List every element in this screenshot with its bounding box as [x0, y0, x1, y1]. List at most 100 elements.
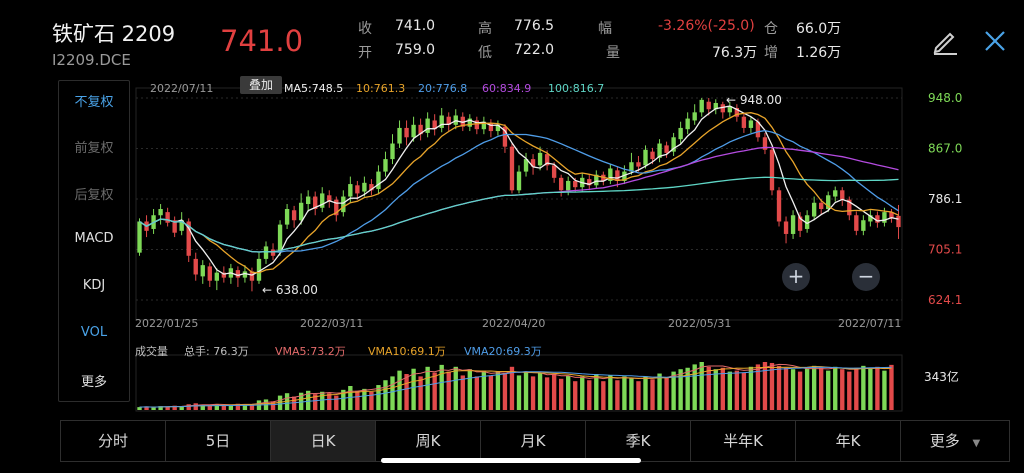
- candle-body: [783, 221, 789, 234]
- volume-bar: [390, 376, 395, 410]
- candle-body: [594, 174, 599, 186]
- candle-body: [313, 196, 318, 210]
- volume-bar: [179, 406, 184, 410]
- close-label: 收: [358, 21, 372, 37]
- volume-bar: [629, 378, 634, 410]
- volume-bar: [699, 362, 704, 410]
- date-tick-label: 2022/07/11: [838, 317, 901, 330]
- tab-daily-k[interactable]: 日K: [271, 421, 376, 461]
- volume-bar: [720, 367, 725, 410]
- tab-more[interactable]: 更多 ▼: [901, 421, 1009, 461]
- side-item-more[interactable]: 更多: [80, 375, 107, 390]
- candle-body: [889, 212, 894, 219]
- tab-yearly-k[interactable]: 年K: [796, 421, 901, 461]
- ma10-label: 10:761.3: [356, 82, 406, 95]
- volume-axis-max: 343亿: [924, 370, 959, 384]
- volume-bar: [840, 369, 845, 410]
- ma60-label: 60:834.9: [482, 82, 532, 95]
- candle-body: [622, 171, 627, 181]
- candle-body: [298, 202, 304, 221]
- side-item-vol[interactable]: VOL: [80, 325, 108, 340]
- zoom-out-button[interactable]: −: [852, 263, 880, 291]
- candle-body: [819, 202, 824, 210]
- side-item-backward-adjust[interactable]: 后复权: [74, 188, 114, 203]
- candle-body: [214, 272, 219, 281]
- candle-body: [608, 168, 613, 181]
- side-item-forward-adjust[interactable]: 前复权: [74, 141, 114, 156]
- volume-bar: [355, 390, 360, 410]
- volume-bar: [193, 403, 198, 410]
- volume-bar: [460, 375, 465, 410]
- side-item-no-adjust[interactable]: 不复权: [74, 95, 114, 110]
- price-axis: 948.0 867.0 786.1 705.1 624.1: [928, 91, 962, 307]
- tab-quarterly-k[interactable]: 季K: [586, 421, 691, 461]
- tab-monthly-k[interactable]: 月K: [481, 421, 586, 461]
- candle-body: [678, 127, 683, 140]
- volume-bar: [551, 374, 557, 410]
- volume-bar: [313, 394, 318, 410]
- candle-body: [811, 202, 817, 217]
- candle-body: [741, 116, 747, 128]
- volume-bar: [790, 369, 796, 410]
- side-item-kdj[interactable]: KDJ: [82, 278, 106, 293]
- volume-bar: [713, 369, 718, 410]
- candle-body: [896, 215, 901, 228]
- volume-bar: [270, 401, 276, 410]
- close-icon[interactable]: [980, 26, 1010, 56]
- volume-bar: [847, 371, 852, 410]
- volume-bar: [502, 372, 508, 410]
- candle-body: [748, 120, 754, 128]
- volume-bar: [439, 364, 444, 410]
- side-item-macd[interactable]: MACD: [74, 231, 114, 246]
- volume-bar: [664, 377, 669, 410]
- candle-body: [369, 184, 374, 191]
- candle-body: [615, 170, 620, 181]
- volume-bar: [362, 388, 367, 410]
- volume-bar: [165, 406, 170, 410]
- change-label: 幅: [598, 21, 612, 37]
- candle-body: [755, 121, 761, 138]
- change-value: -3.26%(-25.0): [658, 18, 755, 34]
- candle-body: [383, 159, 388, 172]
- tab-intraday[interactable]: 分时: [61, 421, 166, 461]
- volume-bar: [544, 377, 550, 410]
- candle-body: [643, 149, 648, 166]
- tab-5day[interactable]: 5日: [166, 421, 271, 461]
- candle-body: [235, 270, 241, 278]
- volume-bar: [608, 375, 613, 410]
- candle-body: [341, 196, 346, 213]
- candle-body: [277, 224, 283, 253]
- candle-body: [537, 152, 543, 166]
- tab-weekly-k[interactable]: 周K: [376, 421, 481, 461]
- volume-bar: [558, 378, 564, 410]
- candle-body: [551, 165, 557, 178]
- volume-bar: [523, 371, 529, 410]
- candle-body: [509, 146, 515, 191]
- volume-bar: [636, 381, 641, 410]
- volume-bar: [861, 365, 866, 410]
- tab-halfyear-k[interactable]: 半年K: [691, 421, 796, 461]
- volume-bar: [235, 403, 241, 410]
- volume-bar: [854, 367, 859, 410]
- volume-bar: [348, 386, 353, 410]
- volume-bar: [418, 376, 423, 410]
- pencil-icon[interactable]: [930, 26, 960, 56]
- oi-value: 66.0万: [796, 21, 842, 37]
- candle-body: [558, 177, 564, 191]
- candle-body: [826, 195, 831, 210]
- vma5-label: VMA5:73.2万: [275, 345, 346, 358]
- candle-body: [256, 258, 262, 281]
- candle-body: [397, 127, 402, 144]
- period-tabs: 分时 5日 日K 周K 月K 季K 半年K 年K 更多 ▼: [60, 420, 1010, 462]
- volume-bar: [509, 366, 515, 410]
- zoom-in-button[interactable]: +: [782, 263, 810, 291]
- candle-body: [861, 220, 866, 231]
- volume-bar: [706, 366, 711, 410]
- high-marker: ← 948.00: [726, 93, 782, 107]
- overlay-button[interactable]: 叠加: [240, 76, 282, 94]
- candle-body: [706, 101, 711, 110]
- volume-bar: [650, 379, 655, 410]
- date-tick-label: 2022/03/11: [300, 317, 363, 330]
- date-axis: 2022/01/25 2022/03/11 2022/04/20 2022/05/31…: [135, 317, 901, 330]
